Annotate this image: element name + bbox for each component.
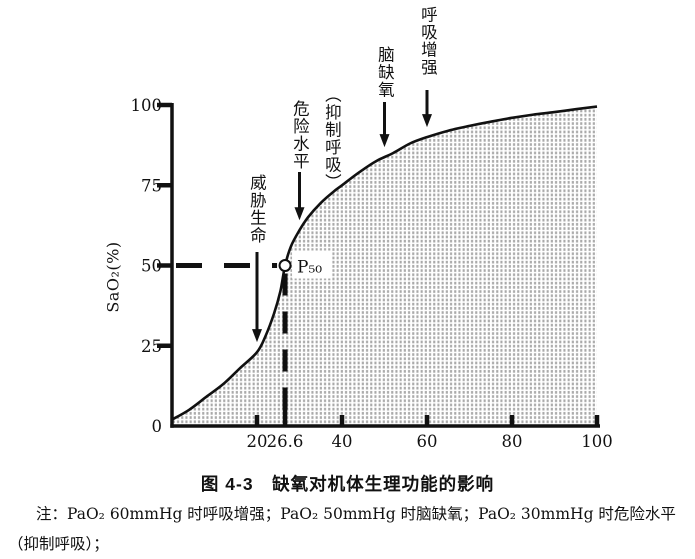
figure-note: 注：PaO₂ 60mmHg 时呼吸增强；PaO₂ 50mmHg 时脑缺氧；PaO… <box>8 499 690 559</box>
annotation-respiratory-depression: （抑制呼吸） <box>322 86 342 191</box>
x-tick-label: 60 <box>417 432 438 451</box>
figure-caption: 图 4-3 缺氧对机体生理功能的影响 <box>200 474 495 494</box>
x-tick-label: 26.6 <box>267 432 304 451</box>
arrow-breathing-enhanced-head <box>422 114 432 128</box>
p50-label: P₅₀ <box>297 258 322 278</box>
y-tick-label: 100 <box>131 96 163 115</box>
p50-point <box>278 259 292 272</box>
annotation-threat-to-life: 威胁生命 <box>247 174 267 244</box>
arrow-brain-hypoxia-head <box>379 134 390 148</box>
annotation-danger-level: 危险水平 <box>290 100 310 170</box>
x-tick-label: 20 <box>247 432 268 451</box>
y-axis-label: SaO₂(%) <box>103 241 123 313</box>
y-tick-label: 50 <box>141 257 162 276</box>
p50-label-bg <box>292 250 333 279</box>
arrow-danger-level-head <box>294 207 305 221</box>
y-tick-label: 0 <box>152 417 163 436</box>
y-tick-label: 75 <box>141 176 162 195</box>
x-tick-label: 80 <box>502 432 523 451</box>
curve-area-fill <box>172 106 597 426</box>
annotation-breathing-enhanced: 呼吸增强 <box>418 6 438 76</box>
x-tick-label: 40 <box>332 432 353 451</box>
oxygen-dissociation-chart: 0 25 50 75 100 20 26.6 40 60 80 100 P₅₀ SaO₂(%) 威胁生… <box>103 6 613 451</box>
chart-canvas: 0 25 50 75 100 20 26.6 40 60 80 100 P₅₀ <box>131 90 613 451</box>
arrow-threat-to-life-head <box>252 329 262 343</box>
y-tick-label: 25 <box>141 337 162 356</box>
annotation-brain-hypoxia: 脑缺氧 <box>375 46 395 99</box>
x-tick-label: 100 <box>581 432 613 451</box>
oxygen-dissociation-curve <box>171 105 598 421</box>
note-line-1: 注：PaO₂ 60mmHg 时呼吸增强；PaO₂ 50mmHg 时脑缺氧；PaO… <box>8 505 676 553</box>
